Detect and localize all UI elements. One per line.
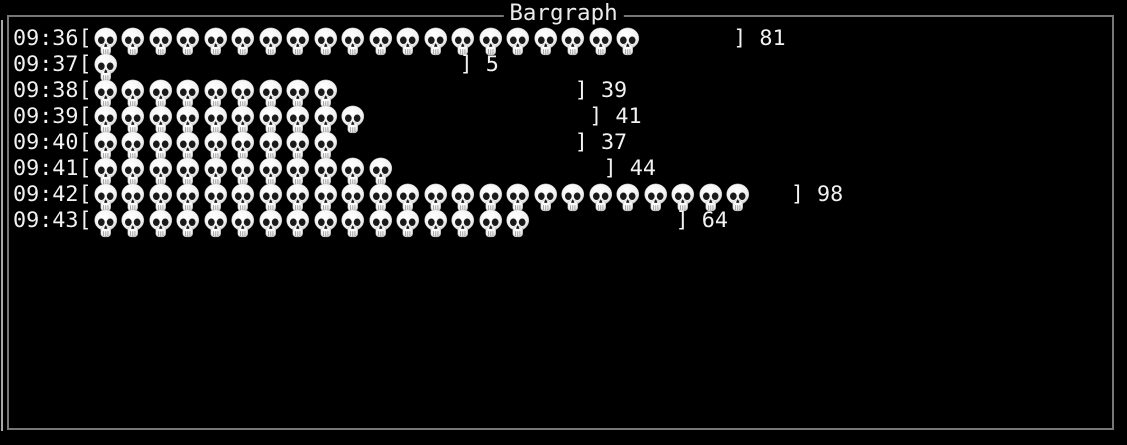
bar-row: 09:42[ ] 98 (13, 182, 844, 212)
skull-icon (506, 209, 530, 238)
bar-close-bracket: ] (603, 156, 617, 181)
bar-open-bracket: [ (78, 130, 92, 155)
window-left-edge (1, 20, 3, 431)
bar-open-bracket: [ (78, 52, 92, 77)
bar-spacer (367, 104, 590, 130)
bar-value: 64 (701, 208, 728, 233)
bar-value: 81 (759, 26, 786, 51)
bar-open-bracket: [ (78, 182, 92, 207)
bar-value: 98 (817, 182, 844, 207)
bar-value: 44 (629, 156, 656, 181)
bar-close-bracket: ] (574, 130, 588, 155)
row-time: 09:39 (13, 104, 79, 129)
bar-row: 09:38[ ] 39 (13, 78, 843, 108)
row-time: 09:43 (13, 208, 79, 233)
bargraph-rows: 09:36[ ] 81 09:37[ ] 5 09:38[ ] 39 09:39[ ] 41 0… (13, 26, 844, 238)
skull-icon (561, 27, 585, 56)
skull-icon (423, 209, 447, 238)
bar-row: 09:43[ ] 64 (13, 208, 843, 238)
bar-open-bracket: [ (78, 26, 92, 51)
skull-icon (616, 27, 640, 56)
skull-icon (506, 27, 530, 56)
bar-symbols (92, 208, 532, 239)
bar-row: 09:40[ ] 37 (13, 130, 843, 160)
skull-icon (93, 209, 117, 238)
bar-spacer (532, 208, 676, 234)
bar-row: 09:39[ ] 41 (13, 104, 843, 134)
bar-spacer (119, 52, 459, 78)
skull-icon (286, 209, 310, 238)
bar-open-bracket: [ (78, 104, 92, 129)
bar-spacer (752, 182, 791, 208)
bar-spacer (339, 130, 575, 156)
bar-spacer (642, 26, 734, 52)
bar-open-bracket: [ (78, 156, 92, 181)
skull-icon (478, 209, 502, 238)
bar-value: 37 (600, 130, 628, 155)
row-time: 09:37 (13, 52, 79, 77)
skull-icon (726, 183, 750, 212)
bar-value: 5 (485, 52, 499, 77)
bar-close-bracket: ] (574, 78, 588, 103)
row-time: 09:36 (13, 26, 79, 51)
skull-icon (341, 209, 365, 238)
bar-close-bracket: ] (790, 182, 804, 207)
bar-value: 41 (615, 104, 642, 129)
skull-icon (396, 209, 420, 238)
skull-icon (368, 209, 392, 238)
bar-open-bracket: [ (78, 78, 92, 103)
skull-icon (313, 209, 337, 238)
skull-icon (258, 209, 282, 238)
row-time: 09:38 (13, 78, 79, 103)
skull-icon (148, 209, 172, 238)
bar-close-bracket: ] (675, 208, 689, 233)
bar-value: 39 (600, 78, 628, 103)
bar-row: 09:41[ ] 44 (13, 156, 843, 186)
bar-close-bracket: ] (459, 52, 473, 77)
bar-row: 09:36[ ] 81 (13, 26, 843, 56)
row-time: 09:42 (13, 182, 79, 207)
skull-icon (533, 27, 557, 56)
bar-open-bracket: [ (78, 208, 92, 233)
bar-close-bracket: ] (733, 26, 747, 51)
skull-icon (588, 27, 612, 56)
bar-spacer (339, 78, 575, 104)
bar-close-bracket: ] (589, 104, 603, 129)
bar-spacer (394, 156, 604, 182)
panel-title: Bargraph (503, 1, 624, 26)
skull-icon (176, 209, 200, 238)
row-time: 09:41 (13, 156, 79, 181)
skull-icon (121, 209, 145, 238)
bar-row: 09:37[ ] 5 (13, 52, 843, 82)
skull-icon (451, 209, 475, 238)
skull-icon (203, 209, 227, 238)
row-time: 09:40 (13, 130, 79, 155)
skull-icon (231, 209, 255, 238)
